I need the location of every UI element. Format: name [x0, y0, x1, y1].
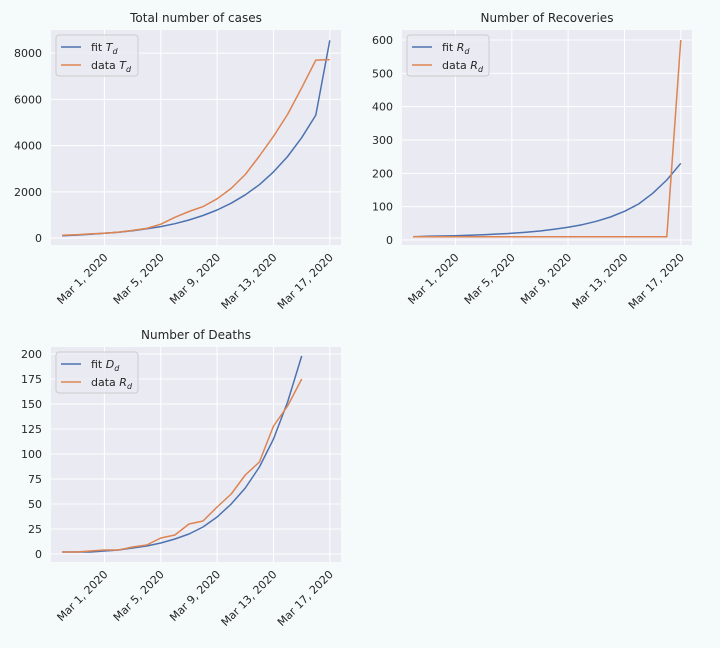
x-tick-label: Mar 9, 2020: [518, 251, 574, 307]
y-tick-label: 8000: [14, 47, 42, 60]
chart-title: Number of Deaths: [141, 328, 251, 342]
series-line-fit: [413, 162, 682, 238]
y-tick-label: 125: [21, 423, 42, 436]
x-tick-label: Mar 1, 2020: [406, 251, 462, 307]
y-tick-label: 100: [372, 201, 393, 214]
y-tick-label: 75: [28, 473, 42, 486]
x-tick-label: Mar 13, 2020: [219, 251, 280, 312]
y-tick-label: 50: [28, 498, 42, 511]
x-tick-label: Mar 13, 2020: [219, 568, 280, 629]
y-tick-label: 0: [386, 234, 393, 247]
legend-label-data: data Td: [91, 59, 132, 74]
chart-title: Total number of cases: [129, 11, 262, 25]
y-tick-label: 500: [372, 67, 393, 80]
y-tick-label: 2000: [14, 186, 42, 199]
x-tick-label: Mar 5, 2020: [111, 251, 167, 307]
x-tick-label: Mar 5, 2020: [462, 251, 518, 307]
x-tick-label: Mar 17, 2020: [275, 568, 336, 629]
legend-label-fit: fit Td: [91, 41, 118, 56]
x-tick-label: Mar 17, 2020: [275, 251, 336, 312]
chart-title: Number of Recoveries: [481, 11, 614, 25]
legend-label-data: data Rd: [442, 59, 484, 74]
y-tick-label: 100: [21, 448, 42, 461]
y-tick-label: 600: [372, 34, 393, 47]
y-tick-label: 300: [372, 134, 393, 147]
chart-panel-3: 0 25 50 75 100 125 150 175 200 Mar 1, 2020 Mar 5, …: [21, 328, 341, 629]
chart-panel-2: 0 100 200 300 400 500 600 Mar 1, 2020 Mar 5, 202…: [372, 11, 692, 312]
y-tick-label: 4000: [14, 140, 42, 153]
y-tick-label: 25: [28, 523, 42, 536]
y-tick-label: 0: [35, 548, 42, 561]
series-line-data: [62, 58, 330, 237]
x-tick-label: Mar 1, 2020: [55, 251, 111, 307]
x-tick-label: Mar 9, 2020: [167, 568, 223, 624]
series-line-data: [413, 39, 682, 238]
x-tick-label: Mar 13, 2020: [570, 251, 631, 312]
y-tick-label: 200: [372, 167, 393, 180]
x-tick-label: Mar 1, 2020: [55, 568, 111, 624]
legend-label-fit: fit Rd: [442, 41, 470, 56]
y-tick-label: 150: [21, 398, 42, 411]
y-tick-label: 200: [21, 348, 42, 361]
y-tick-label: 400: [372, 101, 393, 114]
y-tick-label: 175: [21, 373, 42, 386]
x-tick-label: Mar 9, 2020: [167, 251, 223, 307]
x-tick-label: Mar 17, 2020: [626, 251, 687, 312]
legend-label-fit: fit Dd: [91, 358, 120, 373]
series-line-data: [62, 378, 303, 553]
x-tick-label: Mar 5, 2020: [111, 568, 167, 624]
y-tick-label: 0: [35, 232, 42, 245]
series-line-fit: [62, 355, 303, 553]
legend-label-data: data Rd: [91, 376, 133, 391]
y-tick-label: 6000: [14, 93, 42, 106]
